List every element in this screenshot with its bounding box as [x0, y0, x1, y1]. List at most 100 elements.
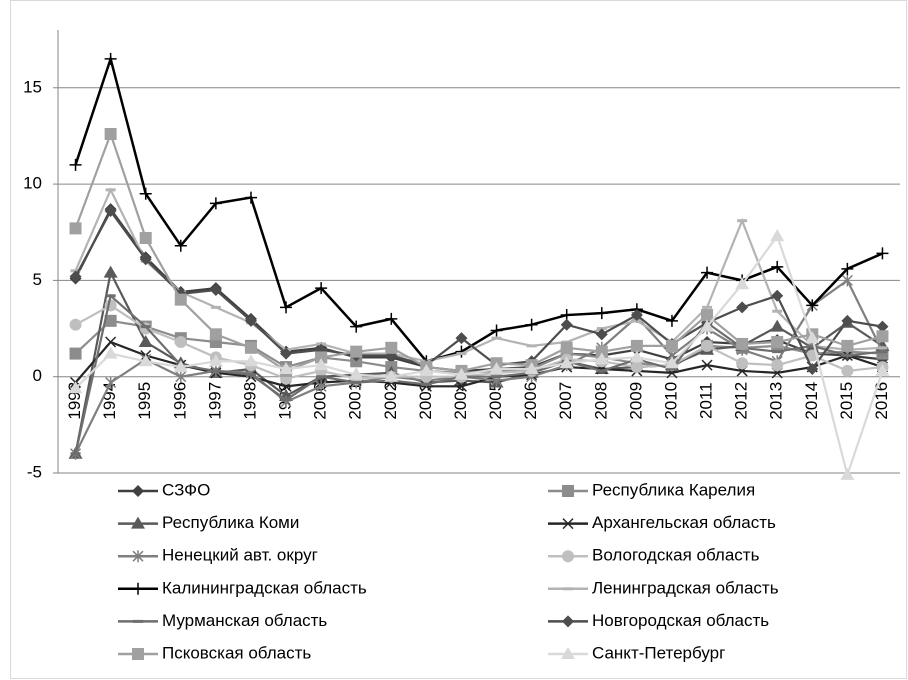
marker — [174, 293, 187, 306]
x-tick-label: 2003 — [416, 382, 435, 420]
legend-label: Республика Карелия — [592, 480, 755, 499]
y-tick-label: 5 — [33, 270, 42, 289]
series-line — [74, 208, 883, 372]
series — [69, 52, 889, 368]
marker — [665, 314, 678, 327]
marker — [595, 328, 608, 341]
marker — [139, 232, 152, 245]
marker — [280, 347, 293, 360]
marker — [876, 247, 889, 260]
marker — [69, 270, 82, 283]
marker — [384, 369, 399, 382]
marker — [138, 335, 153, 348]
marker — [244, 191, 257, 204]
marker — [175, 370, 187, 383]
marker — [806, 362, 819, 375]
marker — [562, 550, 574, 563]
marker — [132, 550, 144, 563]
x-tick-label: 2012 — [732, 382, 751, 420]
marker — [104, 52, 117, 65]
marker — [841, 262, 854, 275]
marker — [701, 359, 713, 371]
marker — [69, 222, 82, 235]
marker — [562, 518, 574, 530]
series — [68, 265, 890, 459]
marker — [243, 354, 258, 367]
marker — [630, 339, 643, 352]
marker — [841, 339, 854, 352]
marker — [525, 318, 538, 331]
legend-label: Вологодская область — [592, 546, 760, 565]
marker — [173, 360, 188, 373]
x-tick-label: 2005 — [486, 382, 505, 420]
marker — [701, 339, 714, 352]
marker — [349, 367, 364, 380]
marker — [595, 307, 608, 320]
legend-label: СЗФО — [162, 480, 210, 499]
x-tick-label: 2008 — [591, 382, 610, 420]
marker — [103, 265, 118, 278]
marker — [350, 345, 363, 358]
marker — [876, 330, 889, 343]
marker — [771, 336, 784, 349]
marker — [132, 582, 144, 595]
marker — [805, 331, 820, 344]
legend-label: Новгородская область — [592, 611, 769, 630]
marker — [701, 309, 714, 322]
marker — [69, 158, 82, 171]
marker — [103, 346, 118, 359]
x-tick-label: 2010 — [661, 382, 680, 420]
marker — [280, 301, 293, 314]
series — [70, 187, 888, 363]
marker — [104, 299, 117, 312]
marker — [560, 341, 573, 354]
marker — [68, 381, 83, 394]
marker — [315, 282, 328, 295]
marker — [490, 324, 503, 337]
marker — [315, 380, 327, 393]
marker — [524, 361, 539, 374]
legend-label: Мурманская область — [162, 611, 327, 630]
x-tick-label: 2016 — [872, 382, 891, 420]
marker — [104, 205, 117, 218]
x-tick-label: 1998 — [240, 382, 259, 420]
marker — [630, 309, 643, 322]
marker — [209, 328, 222, 341]
marker — [594, 352, 609, 365]
marker — [454, 367, 469, 380]
series-line — [74, 278, 884, 455]
marker — [736, 301, 749, 314]
marker — [455, 332, 468, 345]
marker — [736, 357, 749, 370]
y-tick-label: 10 — [23, 174, 42, 193]
series-line — [74, 233, 884, 479]
marker — [595, 345, 608, 358]
marker — [875, 363, 890, 376]
marker — [562, 615, 574, 628]
marker — [104, 314, 117, 327]
legend-label: Калининградская область — [162, 578, 367, 597]
marker — [665, 339, 678, 352]
marker — [841, 314, 854, 327]
marker — [806, 299, 819, 312]
x-tick-label: 1996 — [170, 382, 189, 420]
marker — [771, 260, 784, 273]
marker — [735, 277, 750, 290]
legend-label: Санкт-Петербург — [592, 643, 725, 662]
marker — [664, 356, 679, 369]
chart-frame — [10, 0, 907, 679]
y-tick-label: 0 — [33, 366, 42, 385]
marker — [244, 341, 257, 354]
x-tick-label: 2011 — [697, 382, 716, 419]
marker — [770, 229, 785, 242]
marker — [105, 376, 117, 389]
marker — [629, 350, 644, 363]
x-tick-label: 1994 — [100, 382, 119, 420]
marker — [455, 380, 467, 392]
marker — [314, 358, 329, 371]
legend-label: Республика Коми — [162, 513, 299, 532]
marker — [559, 356, 574, 369]
x-tick-label: 2002 — [381, 382, 400, 420]
marker — [139, 253, 152, 266]
